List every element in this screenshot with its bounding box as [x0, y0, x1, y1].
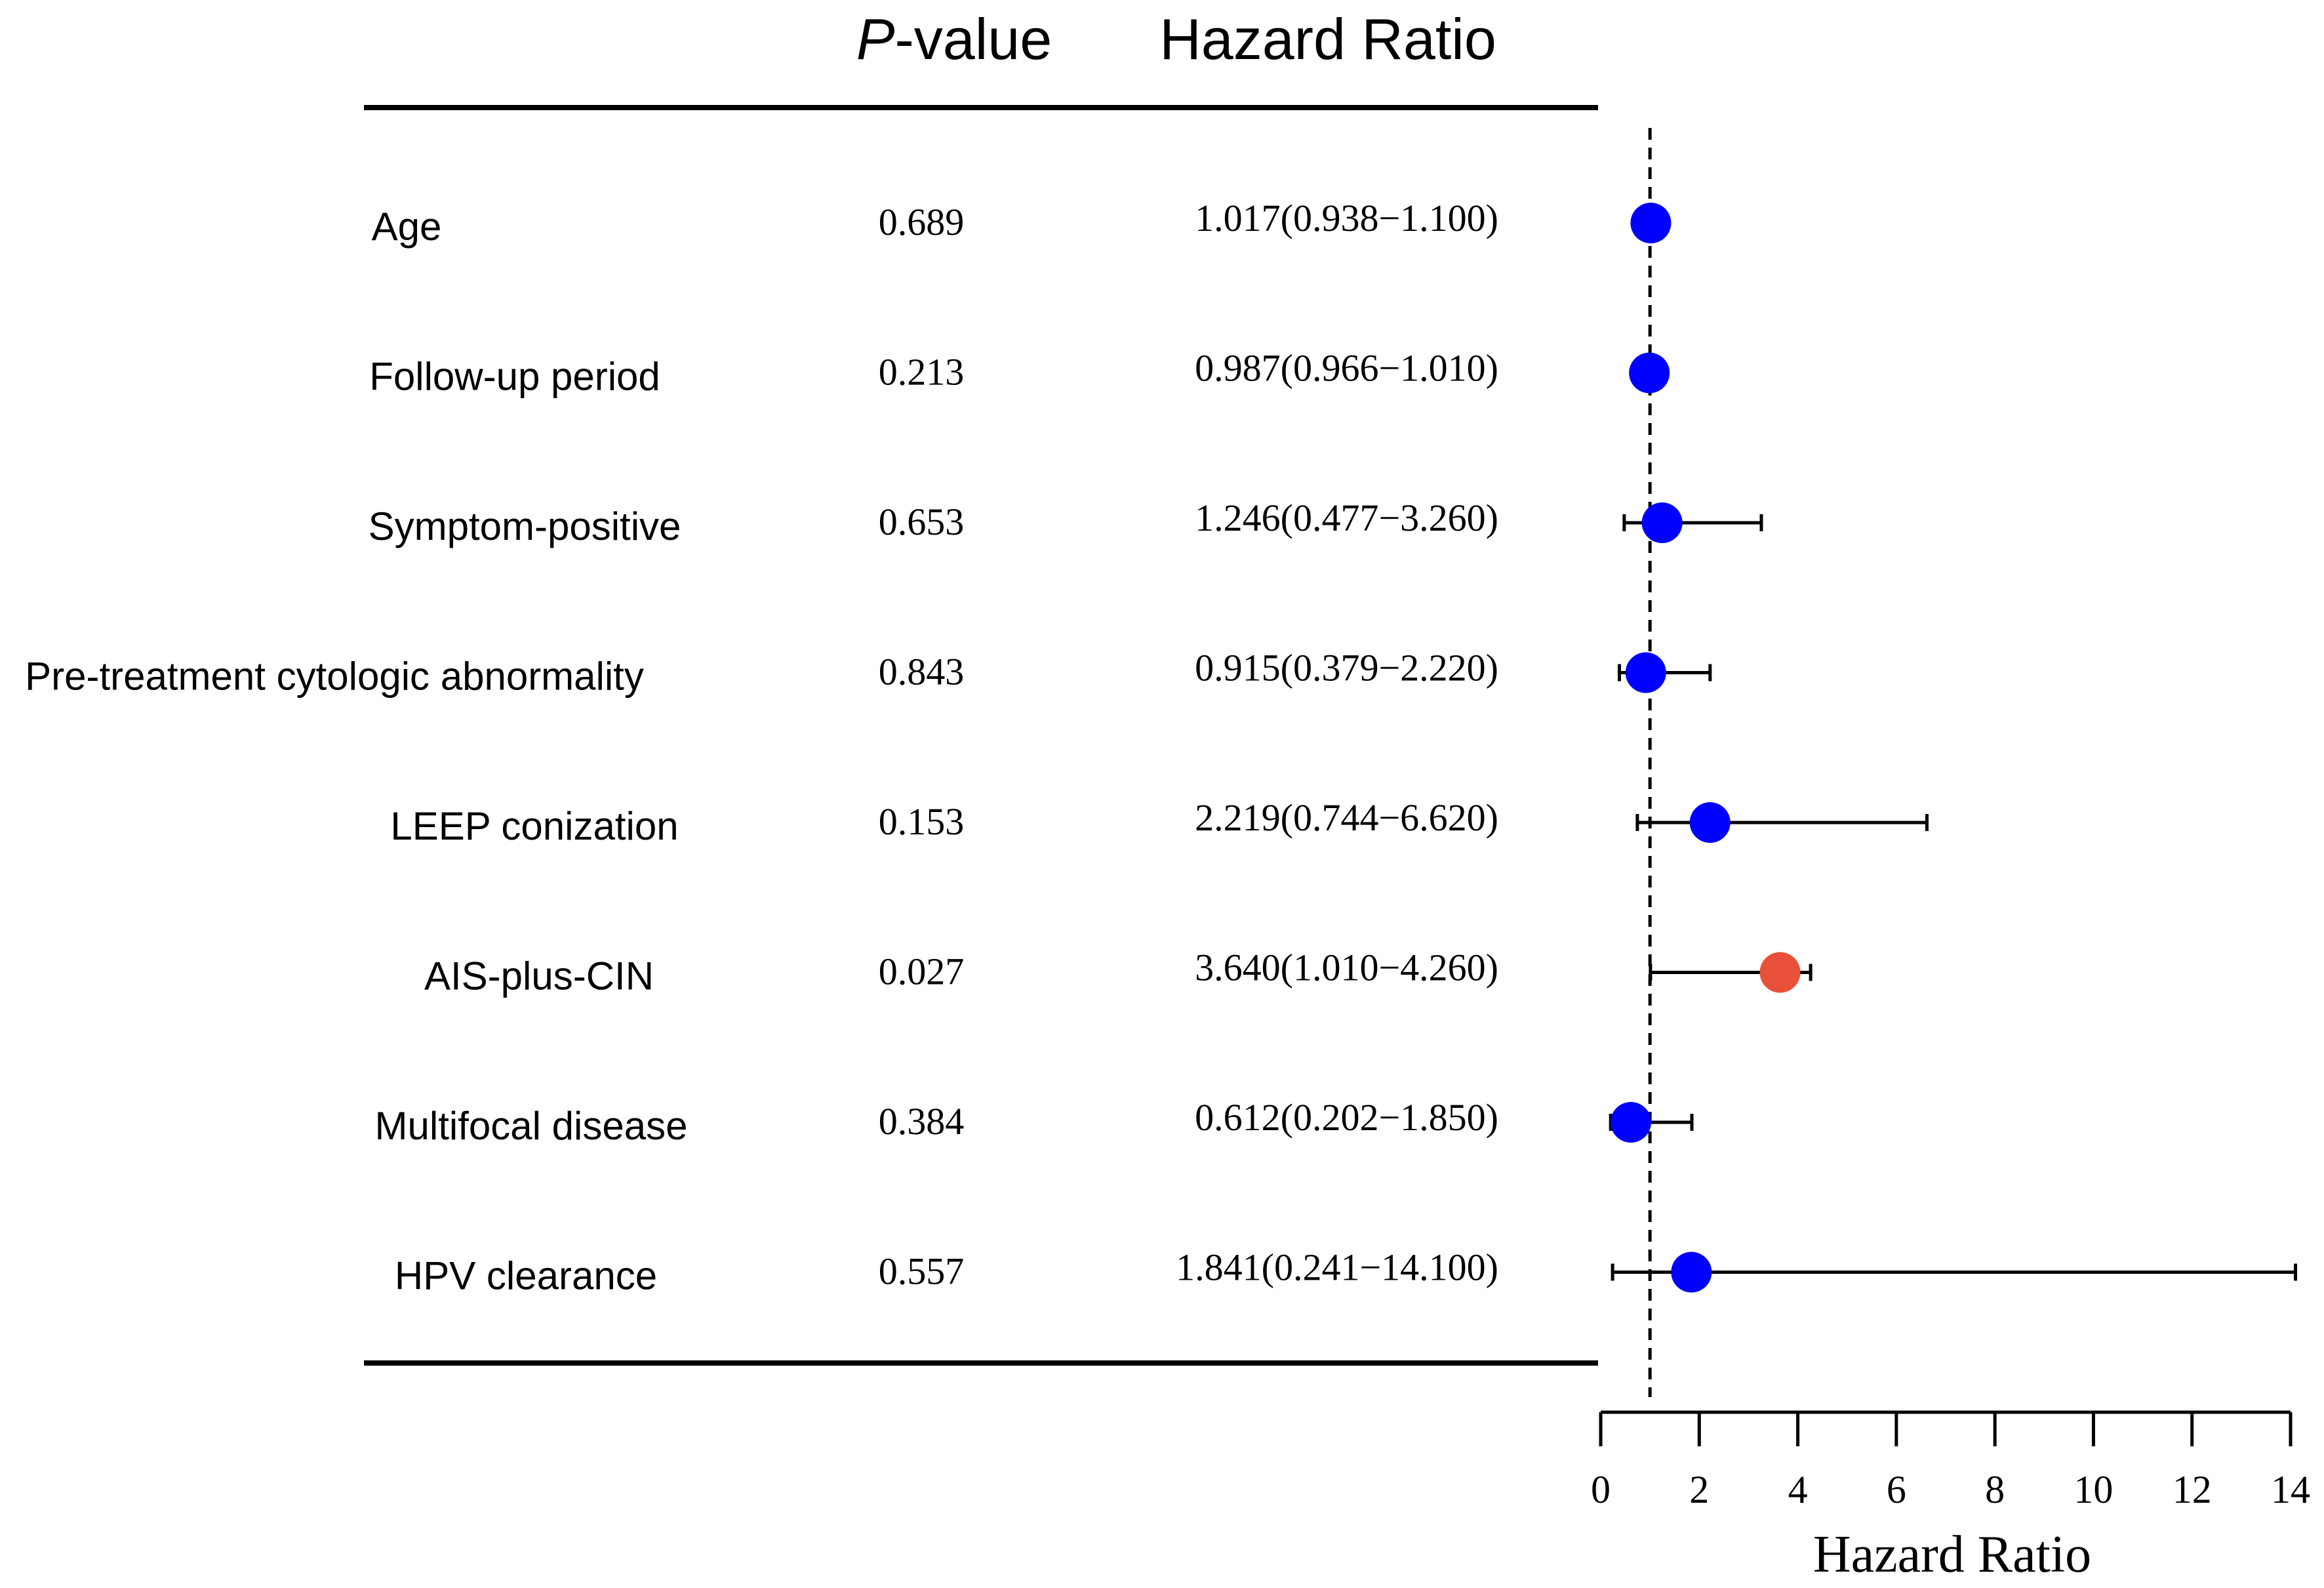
x-axis: 0 2 4 6 8 10 12 14 — [1591, 1410, 2310, 1511]
variable-label: HPV clearance — [395, 1254, 657, 1298]
p-value-cell: 0.384 — [879, 1100, 965, 1143]
hazard-ratio-cell: 1.246(0.477−3.260) — [1195, 497, 1498, 539]
hazard-ratio-cell: 0.987(0.966−1.010) — [1195, 347, 1498, 390]
hazard-ratio-cell: 0.915(0.379−2.220) — [1195, 647, 1498, 689]
hazard-ratio-cell: 1.017(0.938−1.100) — [1195, 197, 1498, 239]
variable-label: Symptom-positive — [369, 504, 681, 548]
variable-label: AIS-plus-CIN — [424, 954, 654, 998]
p-value-cell: 0.653 — [879, 500, 965, 543]
hr-point — [1759, 952, 1801, 993]
x-tick-label: 14 — [2271, 1468, 2310, 1511]
variable-label: LEEP conization — [390, 804, 678, 848]
variable-label: Pre-treatment cytologic abnormality — [25, 655, 644, 699]
p-value-cell: 0.689 — [879, 201, 965, 243]
p-value-header-italic: P — [856, 7, 895, 71]
hazard-ratio-cell: 2.219(0.744−6.620) — [1195, 796, 1498, 839]
plot-area — [1609, 128, 2298, 1397]
variable-label: Age — [372, 205, 442, 249]
x-tick-label: 4 — [1788, 1468, 1808, 1511]
hr-point — [1630, 203, 1672, 243]
p-value-cell: 0.213 — [879, 351, 965, 394]
p-value-cell: 0.843 — [879, 651, 965, 693]
x-tick-label: 12 — [2173, 1468, 2212, 1511]
p-value-cell: 0.027 — [879, 950, 965, 993]
hazard-ratio-cell: 1.841(0.241−14.100) — [1176, 1246, 1498, 1289]
x-tick-label: 2 — [1689, 1468, 1709, 1511]
hr-point — [1629, 352, 1670, 394]
x-tick-label: 0 — [1591, 1468, 1611, 1511]
hr-point — [1610, 1102, 1651, 1143]
x-tick-label: 6 — [1887, 1468, 1906, 1511]
x-tick-label: 10 — [2074, 1468, 2113, 1511]
hr-point — [1671, 1252, 1712, 1293]
p-value-header: P-value — [856, 7, 1052, 71]
hr-point — [1625, 652, 1666, 693]
variable-label: Multifocal disease — [375, 1104, 688, 1148]
hr-point — [1689, 802, 1731, 843]
hazard-ratio-header: Hazard Ratio — [1159, 7, 1496, 71]
p-value-cell: 0.557 — [879, 1250, 965, 1293]
x-axis-title: Hazard Ratio — [1813, 1526, 2091, 1583]
hr-point — [1641, 502, 1683, 543]
p-value-cell: 0.153 — [879, 800, 965, 843]
table-rows: Age 0.689 1.017(0.938−1.100) Follow-up peri… — [25, 197, 1498, 1298]
hazard-ratio-cell: 0.612(0.202−1.850) — [1195, 1096, 1498, 1139]
x-tick-label: 8 — [1985, 1468, 2005, 1511]
p-value-header-rest: -value — [895, 7, 1052, 71]
variable-label: Follow-up period — [369, 355, 660, 399]
hazard-ratio-cell: 3.640(1.010−4.260) — [1195, 947, 1498, 989]
